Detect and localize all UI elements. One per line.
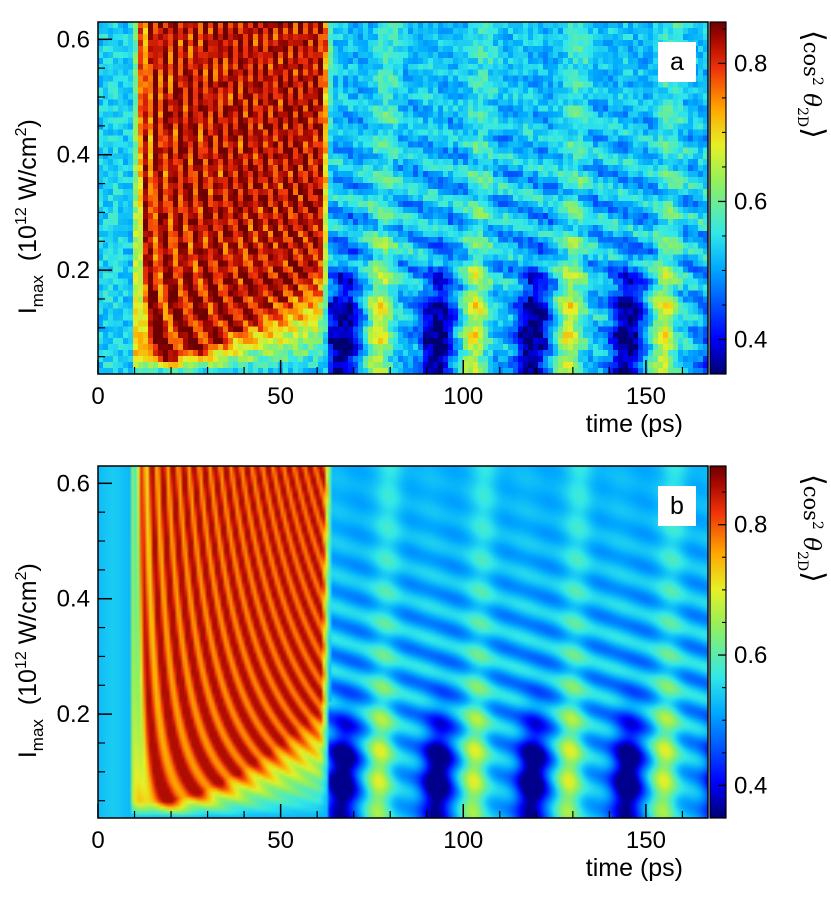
y-tick-label: 0.4 bbox=[57, 586, 90, 613]
colorbar-image bbox=[710, 466, 726, 818]
x-tick-label: 100 bbox=[443, 827, 483, 854]
colorbar-image bbox=[710, 22, 726, 374]
heatmap-image bbox=[98, 22, 708, 374]
panel-a: 0 50 100 150 0.2 0.4 0.6 time (ps) Imax (1012 W/… bbox=[13, 21, 831, 438]
colorbar-tick-label: 0.8 bbox=[734, 50, 767, 77]
y-axis-title: Imax (1012 W/cm2) bbox=[13, 119, 47, 314]
x-axis-title: time (ps) bbox=[586, 410, 683, 438]
colorbar-tick-label: 0.4 bbox=[734, 326, 767, 353]
x-tick-label: 0 bbox=[91, 827, 104, 854]
y-tick-label: 0.4 bbox=[57, 142, 90, 169]
colorbar-title: ⟨cos2 θ2D⟩ bbox=[794, 474, 831, 583]
x-tick-label: 150 bbox=[626, 827, 666, 854]
x-tick-label: 50 bbox=[267, 827, 294, 854]
y-tick-label: 0.2 bbox=[57, 257, 90, 284]
x-tick-label: 150 bbox=[626, 383, 666, 410]
panel-b: 0 50 100 150 0.2 0.4 0.6 time (ps) Imax (1012 W/… bbox=[13, 465, 831, 882]
x-axis-title: time (ps) bbox=[586, 854, 683, 882]
x-tick-label: 100 bbox=[443, 383, 483, 410]
x-tick-label: 0 bbox=[91, 383, 104, 410]
panel-label-box bbox=[658, 486, 696, 526]
plot-frame bbox=[97, 21, 709, 375]
heatmap-image bbox=[98, 466, 708, 818]
panel-label: b bbox=[670, 492, 684, 520]
colorbar-frame bbox=[709, 21, 727, 375]
colorbar-tick-label: 0.6 bbox=[734, 642, 767, 669]
colorbar-tick-label: 0.4 bbox=[734, 772, 767, 799]
y-tick-label: 0.6 bbox=[57, 26, 90, 53]
y-tick-label: 0.6 bbox=[57, 470, 90, 497]
x-tick-label: 50 bbox=[267, 383, 294, 410]
colorbar-tick-label: 0.8 bbox=[734, 512, 767, 539]
colorbar-title: ⟨cos2 θ2D⟩ bbox=[794, 30, 831, 139]
plot-frame bbox=[97, 465, 709, 819]
y-tick-label: 0.2 bbox=[57, 701, 90, 728]
colorbar-frame bbox=[709, 465, 727, 819]
y-axis-title: Imax (1012 W/cm2) bbox=[13, 563, 47, 758]
colorbar-tick-label: 0.6 bbox=[734, 188, 767, 215]
panel-label: a bbox=[670, 48, 684, 76]
panel-label-box bbox=[658, 42, 696, 82]
